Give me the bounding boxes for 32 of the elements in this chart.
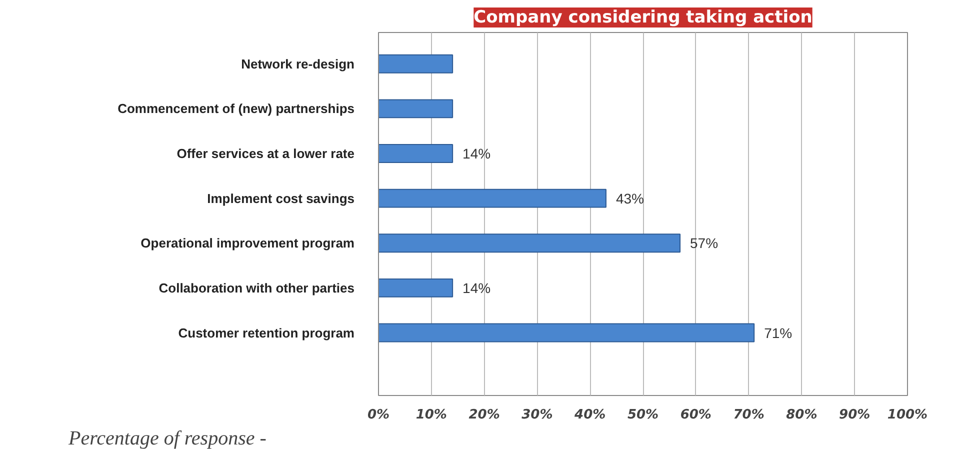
x-tick-label: 0%: [367, 408, 390, 422]
data-label: 43%: [616, 190, 644, 206]
y-tick-label: Commencement of (new) partnerships: [118, 101, 355, 116]
x-tick-label: 20%: [468, 408, 500, 422]
x-tick-label: 50%: [627, 408, 659, 422]
y-tick-label: Network re-design: [241, 56, 355, 72]
bar: [378, 323, 755, 342]
bar: [378, 144, 454, 163]
data-label: 57%: [690, 235, 718, 252]
data-label: 14%: [462, 146, 491, 162]
x-tick-label: 100%: [887, 408, 928, 422]
bar: [378, 234, 681, 253]
chart-title: Company considering taking action: [474, 8, 812, 28]
x-tick-label: 70%: [733, 408, 764, 422]
y-tick-label: Customer retention program: [178, 325, 355, 340]
y-tick-label: Collaboration with other parties: [158, 280, 355, 296]
y-tick-label: Operational improvement program: [140, 236, 355, 251]
x-tick-label: 90%: [839, 408, 870, 422]
x-axis-title: Percentage of response -: [68, 428, 266, 449]
data-label: 14%: [462, 280, 491, 296]
x-tick-label: 40%: [574, 408, 606, 422]
x-tick-label: 30%: [522, 408, 553, 422]
x-tick-label: 60%: [680, 408, 712, 422]
bar: [378, 99, 454, 118]
data-label: 71%: [764, 324, 792, 341]
x-tick-label: 80%: [786, 408, 818, 422]
bar: [378, 188, 606, 208]
bar: [378, 278, 454, 298]
y-tick-label: Offer services at a lower rate: [176, 146, 355, 161]
bar: [378, 54, 454, 74]
y-tick-label: Implement cost savings: [207, 190, 355, 206]
x-tick-label: 10%: [416, 408, 447, 422]
